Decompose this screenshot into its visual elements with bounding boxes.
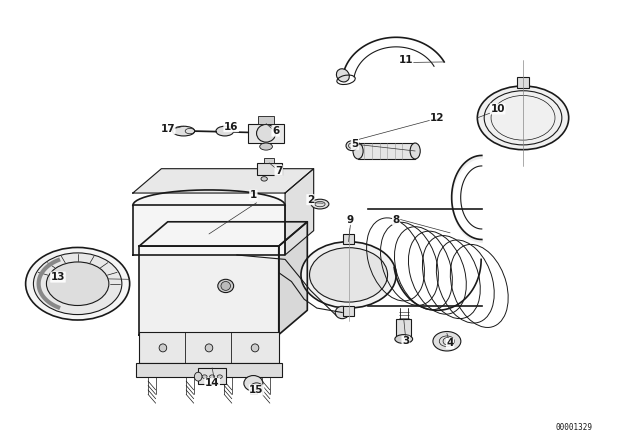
Ellipse shape	[346, 141, 357, 151]
Ellipse shape	[261, 177, 268, 181]
Circle shape	[310, 248, 388, 302]
Bar	[264, 158, 275, 163]
Ellipse shape	[257, 125, 276, 142]
Text: 3: 3	[402, 336, 409, 346]
Bar	[136, 363, 282, 377]
Bar	[139, 332, 279, 363]
Bar	[257, 163, 282, 175]
Polygon shape	[139, 246, 279, 335]
Text: 15: 15	[250, 385, 264, 395]
Ellipse shape	[353, 143, 363, 159]
Text: 1: 1	[250, 190, 257, 200]
Bar	[344, 306, 354, 315]
Text: 16: 16	[224, 122, 239, 132]
Text: 9: 9	[347, 215, 354, 224]
Ellipse shape	[260, 143, 273, 150]
Ellipse shape	[311, 199, 329, 209]
Bar	[248, 124, 284, 143]
Text: 13: 13	[51, 272, 65, 282]
Text: 14: 14	[205, 378, 220, 388]
Ellipse shape	[251, 383, 262, 391]
Bar	[344, 234, 354, 244]
Ellipse shape	[221, 281, 230, 290]
Ellipse shape	[205, 344, 212, 352]
Polygon shape	[133, 190, 285, 206]
Circle shape	[217, 375, 222, 379]
Circle shape	[33, 253, 122, 314]
Text: 12: 12	[430, 113, 445, 123]
Ellipse shape	[216, 126, 234, 136]
Circle shape	[210, 375, 214, 379]
Bar	[516, 77, 529, 88]
Ellipse shape	[218, 279, 234, 293]
Ellipse shape	[252, 344, 259, 352]
Circle shape	[433, 332, 461, 351]
Text: 4: 4	[446, 338, 454, 349]
Text: 2: 2	[307, 195, 314, 205]
Text: 00001329: 00001329	[556, 423, 592, 432]
Text: 8: 8	[392, 215, 400, 224]
Text: 6: 6	[272, 126, 279, 136]
Circle shape	[202, 375, 207, 379]
Polygon shape	[285, 169, 314, 255]
Ellipse shape	[159, 344, 166, 352]
Ellipse shape	[195, 372, 202, 381]
Ellipse shape	[244, 375, 263, 391]
Bar	[396, 319, 412, 339]
Bar	[198, 368, 226, 384]
Circle shape	[301, 242, 396, 308]
Circle shape	[26, 247, 130, 320]
Bar	[250, 389, 257, 394]
Text: 17: 17	[161, 124, 175, 134]
Ellipse shape	[410, 143, 420, 159]
Circle shape	[47, 262, 109, 306]
Circle shape	[477, 86, 569, 150]
Ellipse shape	[335, 306, 349, 319]
Polygon shape	[279, 222, 307, 335]
Ellipse shape	[337, 69, 349, 82]
Ellipse shape	[395, 335, 413, 344]
Text: 11: 11	[398, 55, 413, 65]
Text: 10: 10	[490, 104, 505, 114]
Text: 5: 5	[351, 139, 358, 149]
Polygon shape	[139, 222, 307, 246]
Text: 7: 7	[275, 166, 282, 176]
Bar	[358, 143, 415, 159]
Polygon shape	[133, 206, 285, 255]
Ellipse shape	[173, 126, 195, 136]
Polygon shape	[133, 169, 314, 193]
Bar	[259, 116, 274, 124]
